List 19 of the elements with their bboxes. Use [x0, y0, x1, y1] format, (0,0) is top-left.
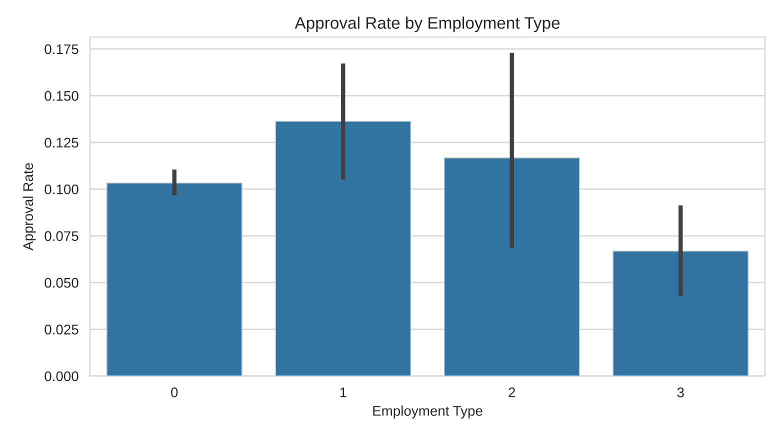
y-tick-label: 0.075	[44, 231, 78, 242]
y-tick-label: 0.050	[44, 278, 78, 288]
chart-title: Approval Rate by Employment Type	[294, 16, 560, 32]
x-axis-title: Employment Type	[373, 406, 482, 419]
y-tick-label: 0.150	[44, 91, 78, 101]
y-axis-title: Approval Rate	[22, 163, 36, 250]
y-tick-label: 0.025	[44, 324, 78, 334]
bar	[444, 157, 580, 376]
bar	[106, 182, 242, 376]
bar	[275, 121, 412, 376]
y-tick-label: 0.000	[44, 371, 78, 382]
bar	[612, 250, 749, 376]
x-tick-label: 0	[171, 387, 178, 398]
y-tick-label: 0.125	[44, 138, 78, 148]
x-tick-label: 1	[340, 388, 346, 398]
x-tick-label: 3	[677, 387, 684, 398]
y-tick-label: 0.175	[44, 44, 78, 54]
y-tick-label: 0.100	[44, 184, 78, 194]
x-tick-label: 2	[508, 387, 516, 398]
